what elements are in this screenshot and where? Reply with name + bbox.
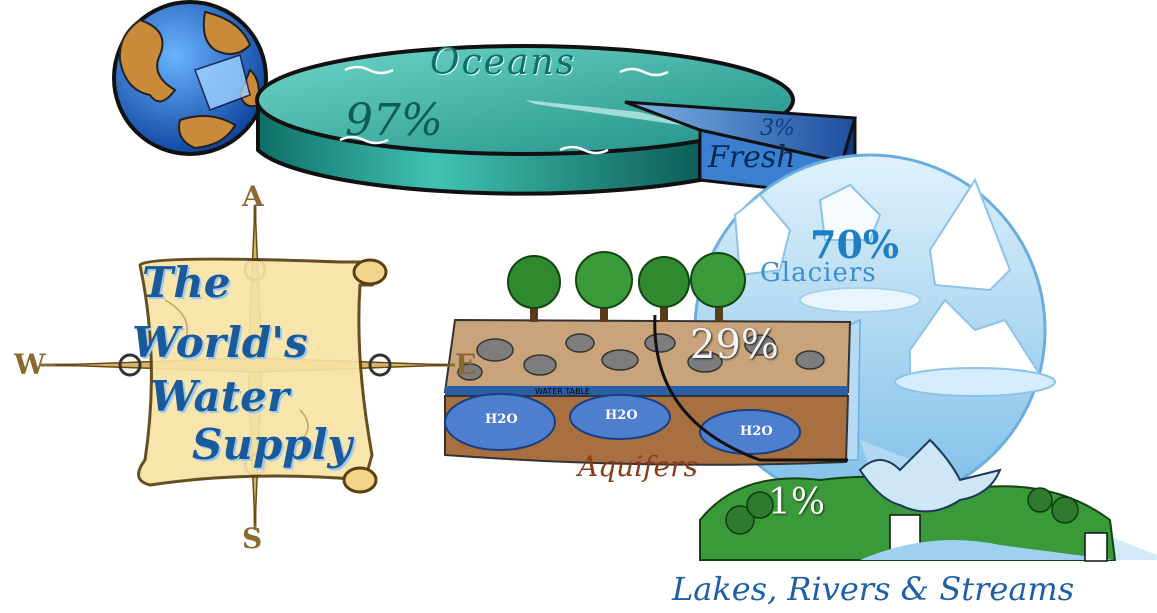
scroll-title-line: The (142, 258, 231, 307)
michigan-map-icon (858, 438, 1002, 513)
scroll-title-line: World's (132, 318, 308, 367)
scroll-title-line: Water (150, 372, 289, 421)
lakes-landscape (699, 438, 1117, 562)
h2o-label: H2O (605, 408, 638, 423)
h2o-label: H2O (485, 412, 518, 427)
pie-chart (255, 44, 857, 198)
oceans-label: Oceans (430, 42, 577, 83)
compass-north-label: A (242, 180, 264, 213)
h2o-label: H2O (740, 424, 773, 439)
globe-icon (112, 0, 268, 156)
glaciers-label: Glaciers (760, 258, 877, 288)
aquifers-percent: 29% (690, 322, 779, 368)
compass-east-label: E (455, 348, 477, 381)
compass-west-label: W (14, 348, 46, 381)
aquifer-cross-section: WATER TABLE (443, 251, 852, 466)
fresh-percent: 3% (760, 116, 795, 141)
fresh-label: Fresh (708, 140, 796, 175)
water-table-label: WATER TABLE (535, 387, 590, 396)
lakes-label: Lakes, Rivers & Streams (672, 570, 1075, 608)
glaciers-percent: 70% (810, 222, 899, 267)
aquifers-label: Aquifers (578, 450, 698, 483)
tree-icon (507, 251, 746, 322)
scroll-banner (137, 257, 388, 494)
lakes-percent: 1% (768, 482, 826, 523)
oceans-percent: 97% (345, 95, 443, 146)
scroll-title-line: Supply (192, 420, 352, 469)
compass-south-label: S (242, 522, 263, 555)
